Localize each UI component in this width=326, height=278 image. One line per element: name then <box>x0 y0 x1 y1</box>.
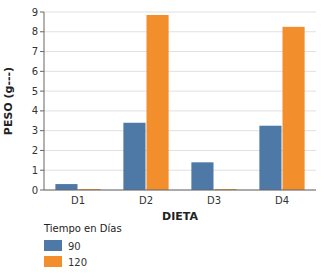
y-tick-label: 3 <box>32 125 38 136</box>
y-tick <box>40 190 44 191</box>
x-axis-label: DIETA <box>162 210 198 223</box>
x-tick-label: D4 <box>275 195 289 206</box>
chart: 0 1 2 3 4 5 6 7 8 9 D1 D2 D3 D4 DIETA PESO (g---) Tiempo… <box>0 0 326 278</box>
grid-line <box>44 12 316 13</box>
y-tick-label: 8 <box>32 26 38 37</box>
grid-line <box>44 91 316 92</box>
legend: Tiempo en Días 90 120 <box>43 223 122 268</box>
bar <box>123 123 145 190</box>
x-tick-label: D1 <box>71 195 85 206</box>
bar <box>55 184 77 190</box>
legend-swatch <box>44 240 62 251</box>
legend-swatch <box>44 256 62 267</box>
y-tick-label: 1 <box>32 165 38 176</box>
grid-line <box>44 31 316 32</box>
y-tick <box>40 12 44 13</box>
y-tick <box>40 51 44 52</box>
y-tick <box>40 91 44 92</box>
y-tick-label: 6 <box>32 66 38 77</box>
y-tick <box>40 150 44 151</box>
grid-line <box>44 190 316 191</box>
y-axis-line <box>44 12 45 190</box>
y-tick-label: 5 <box>32 86 38 97</box>
y-tick-label: 9 <box>32 7 38 18</box>
legend-title: Tiempo en Días <box>43 223 122 234</box>
grid-line <box>44 51 316 52</box>
y-tick <box>40 110 44 111</box>
chart-container: 0 1 2 3 4 5 6 7 8 9 D1 D2 D3 D4 DIETA PESO (g---) Tiempo… <box>0 0 326 278</box>
x-axis: D1 D2 D3 D4 <box>71 195 289 206</box>
legend-label: 120 <box>68 257 87 268</box>
y-tick <box>40 170 44 171</box>
y-tick-label: 4 <box>32 105 38 116</box>
bar <box>191 162 213 190</box>
y-tick-label: 2 <box>32 145 38 156</box>
y-tick <box>40 31 44 32</box>
bar <box>147 15 169 190</box>
y-axis-label: PESO (g---) <box>2 67 15 135</box>
y-tick <box>40 71 44 72</box>
bars <box>55 15 304 190</box>
x-axis-line <box>44 190 316 191</box>
x-tick-label: D3 <box>207 195 221 206</box>
y-tick <box>40 130 44 131</box>
bar <box>283 27 305 190</box>
legend-label: 90 <box>68 241 81 252</box>
grid-line <box>44 71 316 72</box>
y-tick-label: 7 <box>32 46 38 57</box>
x-tick-label: D2 <box>139 195 153 206</box>
y-tick-label: 0 <box>32 185 38 196</box>
y-axis: 0 1 2 3 4 5 6 7 8 9 <box>32 7 316 196</box>
bar <box>259 126 281 190</box>
grid-line <box>44 110 316 111</box>
